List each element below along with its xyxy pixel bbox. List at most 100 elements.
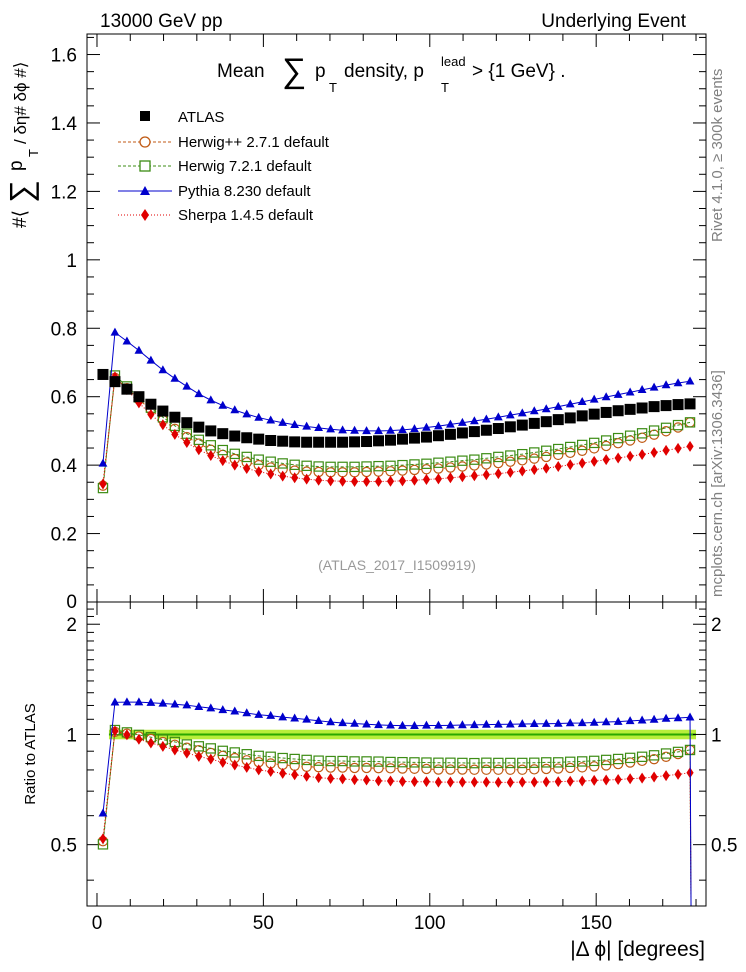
point-herwig7 (433, 457, 444, 468)
point-herwigpp (361, 466, 372, 478)
point-herwigpp (505, 456, 516, 467)
point-sherpa (578, 457, 586, 469)
ratio-point-sherpa (267, 766, 275, 778)
ratio-line-herwigpp (102, 731, 692, 907)
point-pythia (314, 423, 324, 432)
point-pythia (182, 381, 192, 390)
point-herwigpp (445, 462, 456, 473)
ratio-point-pythia (182, 700, 192, 709)
point-sherpa (147, 408, 155, 420)
ratio-point-herwigpp (421, 763, 432, 775)
point-sherpa (327, 475, 335, 487)
title-mean: Mean (217, 61, 265, 82)
ratio-point-sherpa (111, 725, 119, 737)
point-atlas (576, 410, 588, 422)
point-pythia (553, 401, 563, 410)
point-herwig7 (565, 441, 576, 453)
ratio-point-pythia (242, 708, 252, 717)
ratio-point-pythia (589, 717, 599, 726)
point-herwigpp (373, 466, 384, 477)
ratio-point-pythia (278, 712, 288, 721)
point-sherpa (255, 466, 263, 478)
point-sherpa (398, 475, 407, 487)
point-pythia (565, 399, 575, 408)
legend-entry-pythia: Pythia 8.230 default (118, 183, 311, 200)
point-atlas (600, 406, 612, 418)
ratio-point-herwigpp (648, 753, 660, 765)
ratio-point-sherpa (674, 768, 682, 780)
point-sherpa (554, 461, 562, 473)
point-sherpa (542, 462, 550, 474)
point-sherpa (183, 437, 191, 449)
point-sherpa (315, 474, 323, 486)
point-herwig7 (588, 437, 600, 449)
ratio-point-herwigpp (600, 760, 612, 771)
ratio-point-pythia (230, 706, 240, 715)
point-sherpa (219, 455, 227, 467)
point-sherpa (662, 444, 670, 456)
ylabel-p: p (6, 160, 27, 171)
point-herwig7 (624, 430, 636, 441)
x-tick-label: 150 (580, 913, 612, 934)
ylabel-sub-t: T (26, 149, 41, 157)
point-pythia (278, 417, 288, 426)
point-atlas (468, 426, 480, 438)
ratio-point-sherpa (207, 753, 215, 765)
point-atlas (157, 405, 169, 417)
ratio-series-sherpa (99, 725, 694, 907)
ratio-point-herwig7 (385, 756, 396, 768)
ratio-point-herwigpp (469, 764, 480, 775)
point-herwig7 (493, 451, 504, 463)
ratio-point-herwig7 (672, 746, 684, 758)
series-atlas (97, 368, 696, 448)
ratio-point-pythia (290, 713, 300, 722)
point-herwig7 (457, 455, 468, 466)
ratio-point-sherpa (590, 774, 598, 786)
point-atlas (205, 425, 217, 437)
point-pythia (146, 355, 156, 364)
ratio-point-herwigpp (433, 764, 444, 775)
ratio-point-herwig7 (421, 757, 432, 768)
point-atlas (313, 436, 325, 448)
ratio-point-sherpa (482, 776, 490, 788)
series-herwigpp (97, 372, 696, 491)
main-ytick-label: 0.6 (51, 388, 77, 409)
legend-label-herwig7: Herwig 7.2.1 default (178, 158, 312, 175)
point-atlas (528, 417, 540, 429)
ratio-point-sherpa (470, 776, 478, 788)
ratio-point-sherpa (578, 775, 586, 787)
point-atlas (133, 391, 145, 403)
ratio-point-herwigpp (553, 763, 564, 774)
ratio-point-pythia (673, 713, 683, 722)
point-pythia (170, 373, 180, 382)
point-pythia (613, 389, 623, 398)
ratio-point-herwigpp (301, 761, 312, 772)
main-ytick-label: 0.8 (51, 319, 77, 340)
point-atlas (169, 411, 181, 423)
point-atlas (672, 399, 684, 411)
point-sherpa (362, 476, 371, 488)
point-sherpa (446, 472, 455, 484)
point-pythia (110, 327, 120, 336)
point-atlas (636, 402, 648, 414)
point-pythia (350, 425, 359, 434)
point-sherpa (626, 450, 634, 462)
ratio-point-pythia (625, 716, 635, 725)
point-herwig7 (229, 448, 240, 460)
ratio-frame (86, 601, 707, 907)
ratio-ytick-label: 1 (66, 725, 77, 746)
ratio-point-herwigpp (361, 762, 372, 774)
point-herwig7 (553, 443, 564, 455)
point-atlas (684, 398, 696, 410)
point-pythia (218, 400, 228, 409)
point-sherpa (614, 452, 622, 464)
point-pythia (242, 409, 252, 418)
point-herwig7 (241, 451, 252, 463)
ratio-point-pythia (493, 719, 503, 728)
ratio-point-sherpa (338, 773, 347, 785)
ratio-point-sherpa (350, 774, 359, 786)
point-herwig7 (373, 460, 384, 472)
ratio-point-sherpa (458, 776, 466, 788)
point-atlas (420, 431, 432, 443)
ratio-point-pythia (457, 720, 467, 729)
